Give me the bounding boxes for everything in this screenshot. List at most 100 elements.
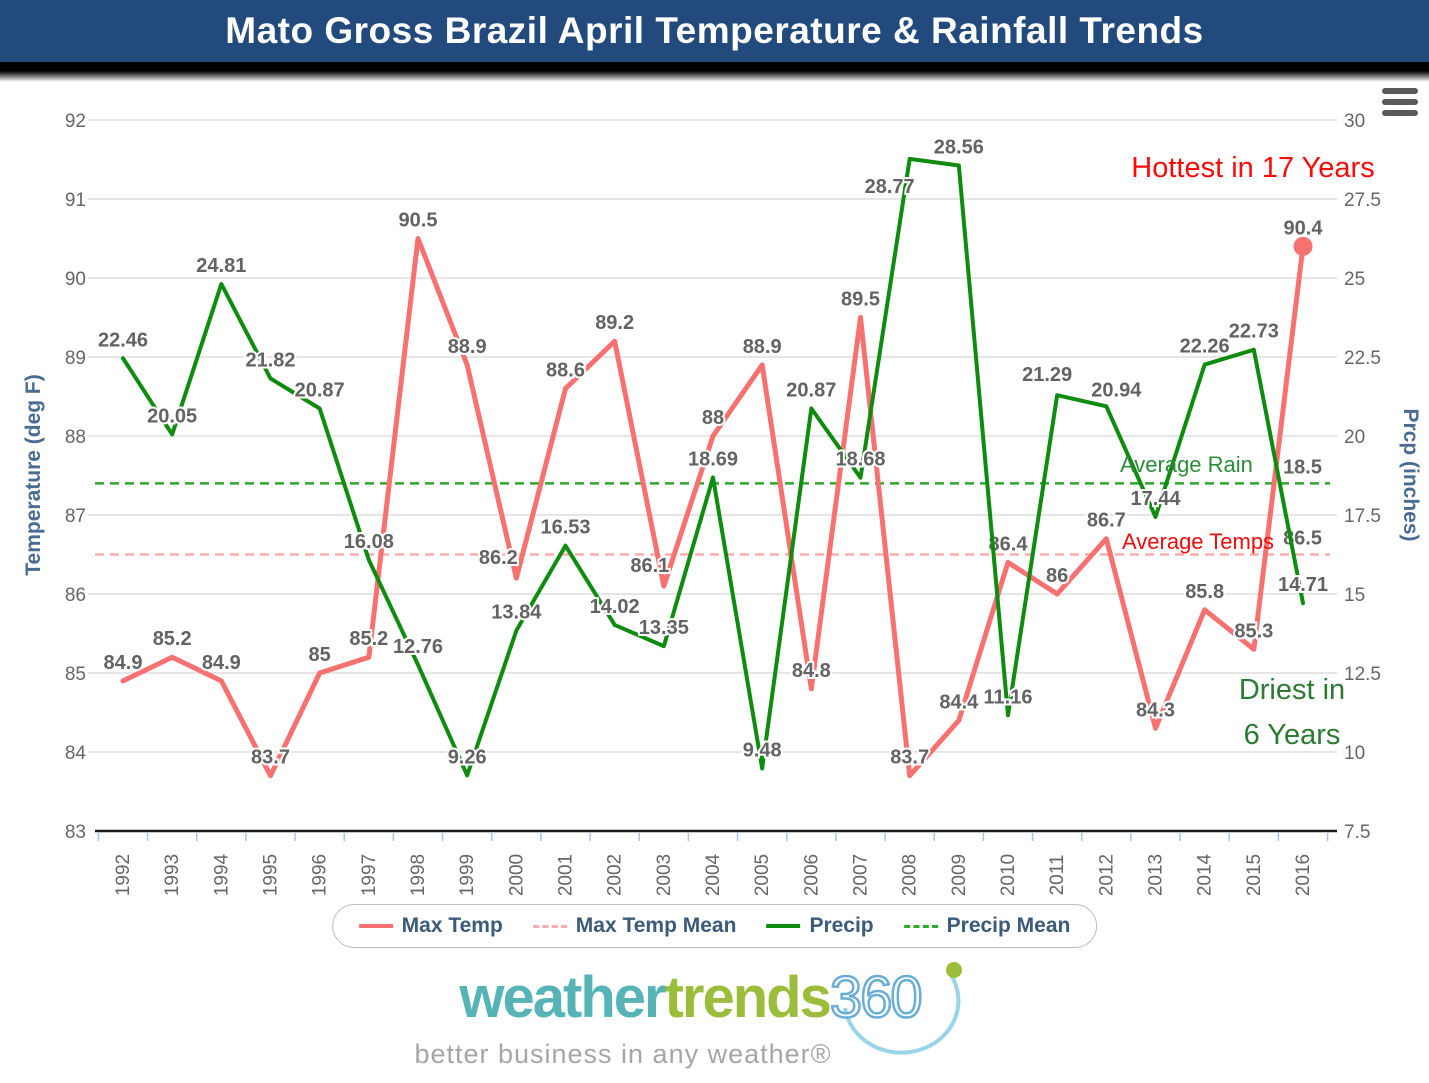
data-label: 86.7 <box>1087 510 1126 532</box>
data-label: 14.02 <box>590 596 640 618</box>
data-label: 83.7 <box>890 747 929 769</box>
left-axis-title: Temperature (deg F) <box>22 374 45 575</box>
x-axis-year-label: 2010 <box>998 854 1019 896</box>
data-label: 84.9 <box>202 652 241 674</box>
data-label: 89.5 <box>841 289 880 311</box>
left-axis-tick-label: 91 <box>65 190 86 211</box>
x-axis-year-label: 1996 <box>310 854 331 896</box>
right-axis-tick-label: 15 <box>1344 585 1365 606</box>
legend-sample-line <box>358 924 393 928</box>
data-label: 86 <box>1046 565 1068 587</box>
data-label: 20.94 <box>1091 379 1142 401</box>
x-axis-year-label: 2000 <box>506 854 527 896</box>
x-axis-year-label: 2009 <box>949 854 970 896</box>
data-label: 21.29 <box>1022 364 1072 386</box>
data-label: 9.48 <box>743 739 782 761</box>
data-label: 14.71 <box>1278 574 1328 596</box>
legend-item-label: Max Temp Mean <box>575 914 737 937</box>
data-label: 20.87 <box>295 380 345 402</box>
chart-menu-button[interactable] <box>1382 88 1418 116</box>
data-label: 28.77 <box>865 176 915 198</box>
data-label: 90.5 <box>399 210 438 232</box>
x-axis-year-label: 2002 <box>605 854 626 896</box>
data-label: 12.76 <box>393 636 443 658</box>
data-label: 88 <box>702 407 724 429</box>
page-title: Mato Gross Brazil April Temperature & Ra… <box>225 10 1204 51</box>
hamburger-icon <box>1382 110 1418 116</box>
x-axis-year-label: 1995 <box>261 854 282 896</box>
right-axis-tick-label: 27.5 <box>1344 190 1381 211</box>
legend-sample-line <box>532 924 567 928</box>
data-label: 89.2 <box>595 312 634 334</box>
legend-item-precip-mean[interactable]: Precip Mean <box>903 914 1071 938</box>
legend-item-label: Precip <box>809 914 874 937</box>
right-axis-tick-label: 17.5 <box>1344 506 1381 527</box>
legend-item-label: Precip Mean <box>946 914 1071 937</box>
right-axis-tick-label: 7.5 <box>1344 822 1370 843</box>
data-label: 9.26 <box>448 746 487 768</box>
x-axis-year-label: 2014 <box>1195 853 1216 896</box>
data-label: 84.3 <box>1136 699 1175 721</box>
legend-item-max-temp[interactable]: Max Temp <box>358 914 503 938</box>
data-label: 86.2 <box>479 547 518 569</box>
data-label: 88.9 <box>743 336 782 358</box>
logo-dot <box>945 962 962 978</box>
x-axis-year-label: 1998 <box>408 854 429 896</box>
data-label: 85.2 <box>349 628 388 650</box>
right-axis-tick-label: 22.5 <box>1344 348 1381 369</box>
logo-swoosh-arc <box>842 973 960 1055</box>
data-label: 83.7 <box>251 747 290 769</box>
data-label: 22.26 <box>1180 336 1230 358</box>
left-axis-tick-label: 89 <box>65 348 86 369</box>
left-axis-tick-label: 85 <box>65 664 86 685</box>
data-label: 22.46 <box>98 329 148 351</box>
x-axis-year-label: 2005 <box>752 854 773 896</box>
data-label: 17.44 <box>1130 488 1181 510</box>
data-label: 88.6 <box>546 360 585 382</box>
hamburger-icon <box>1382 88 1418 94</box>
x-axis-year-label: 1999 <box>457 854 478 896</box>
left-axis-tick-label: 92 <box>65 111 86 132</box>
weathertrends360-logo: weathertrends360 better business in any … <box>414 962 962 1069</box>
right-axis-title: Prcp (inches) <box>1399 408 1422 541</box>
data-label: 84.4 <box>939 691 979 713</box>
legend-item-label: Max Temp <box>401 914 503 937</box>
x-axis-year-label: 2003 <box>654 854 675 896</box>
data-label: 16.08 <box>344 531 394 553</box>
chart-plot-area: 92 30 91 27.5 90 25 89 22.5 88 20 87 17.5 86 15 85 12.5… <box>22 111 1422 896</box>
x-axis-year-label: 2016 <box>1293 854 1314 896</box>
legend-item-max-temp-mean[interactable]: Max Temp Mean <box>532 914 737 938</box>
x-axis-year-label: 1997 <box>359 854 380 896</box>
data-label: 13.35 <box>639 617 689 639</box>
left-axis-tick-label: 83 <box>65 822 86 843</box>
x-axis-year-label: 1992 <box>113 854 134 896</box>
legend-sample-line <box>766 924 801 928</box>
data-label: 11.16 <box>984 686 1033 708</box>
right-axis-tick-label: 10 <box>1344 743 1365 764</box>
right-axis-tick-label: 30 <box>1344 111 1365 132</box>
data-label: 21.82 <box>245 349 295 371</box>
legend: Max Temp Max Temp Mean Precip Precip Mean <box>331 904 1098 948</box>
data-label: 18.69 <box>688 448 738 470</box>
logo-tagline: better business in any weather® <box>414 1039 831 1069</box>
x-axis-year-label: 2015 <box>1244 854 1265 896</box>
right-axis-tick-label: 20 <box>1344 427 1365 448</box>
data-label: 85.2 <box>153 628 192 650</box>
legend-item-precip[interactable]: Precip <box>766 914 874 938</box>
x-axis-year-label: 2008 <box>900 854 921 896</box>
mean-line-value-label: 18.5 <box>1283 456 1322 478</box>
logo-wordmark: weathertrends360 <box>458 965 920 1030</box>
data-label: 22.73 <box>1229 321 1279 343</box>
x-axis-year-label: 2012 <box>1096 854 1117 896</box>
data-label: 20.05 <box>147 405 197 427</box>
data-label: 24.81 <box>196 255 246 277</box>
data-label: 85.3 <box>1234 620 1273 642</box>
data-label: 84.9 <box>104 652 143 674</box>
x-axis-year-label: 2001 <box>556 854 577 896</box>
left-axis-tick-label: 86 <box>65 585 86 606</box>
right-axis-tick-label: 12.5 <box>1344 664 1381 685</box>
left-axis-tick-label: 88 <box>65 427 86 448</box>
x-axis-year-label: 2011 <box>1047 855 1068 896</box>
banner-shadow <box>0 62 1429 82</box>
data-label: 90.4 <box>1284 217 1324 239</box>
